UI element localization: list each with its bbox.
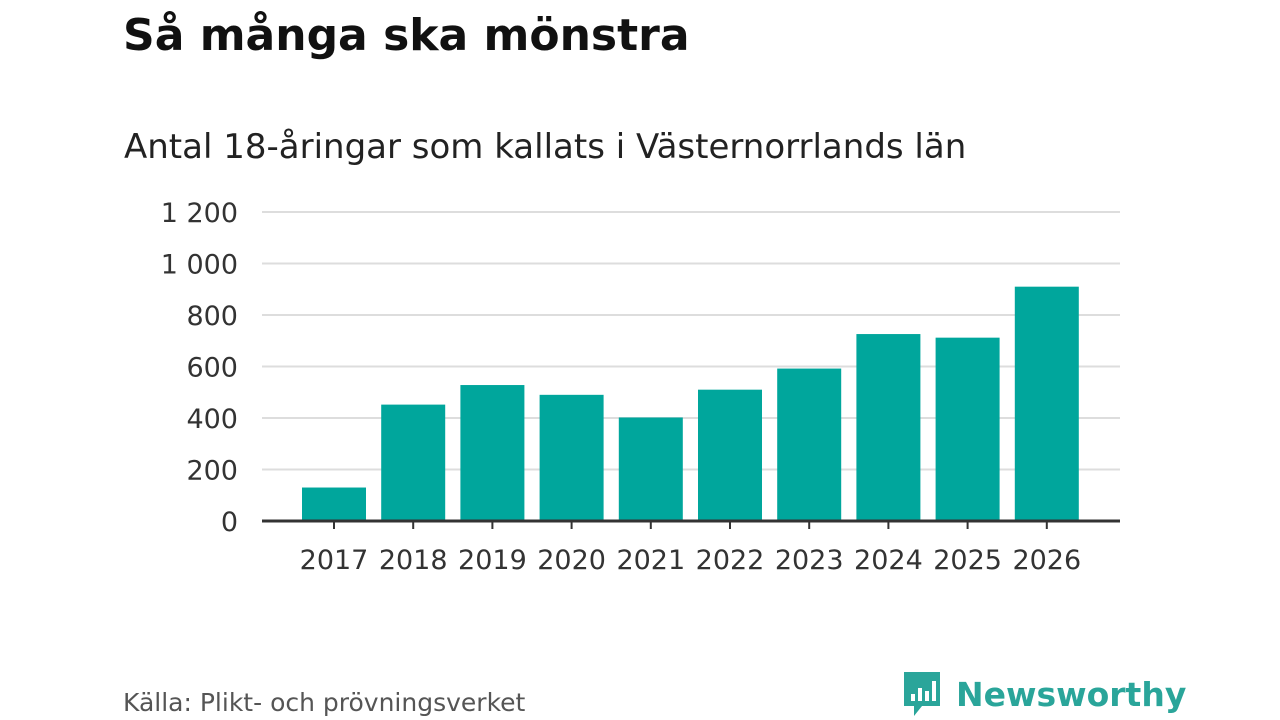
x-tick-label: 2018 <box>379 545 448 576</box>
x-tick-label: 2021 <box>616 545 685 576</box>
bar-2022 <box>698 389 762 521</box>
bar-2019 <box>460 385 525 521</box>
x-tick-label: 2017 <box>300 545 369 576</box>
bar-2025 <box>935 337 1000 521</box>
x-tick-label: 2019 <box>458 545 527 576</box>
y-tick-label: 800 <box>186 301 238 332</box>
x-tick-label: 2023 <box>775 545 844 576</box>
brand-name: Newsworthy <box>956 674 1187 714</box>
newsworthy-logo-icon <box>904 672 940 716</box>
y-tick-label: 1 000 <box>161 250 238 281</box>
bar-2018 <box>381 404 446 521</box>
bar-2021 <box>618 417 683 521</box>
chart-title: Så många ska mönstra <box>123 10 690 61</box>
x-tick-label: 2020 <box>537 545 606 576</box>
y-tick-label: 600 <box>186 353 238 384</box>
y-tick-label: 200 <box>186 456 238 487</box>
bar-2026 <box>1014 286 1079 521</box>
x-tick-label: 2026 <box>1012 545 1081 576</box>
y-tick-label: 400 <box>186 404 238 435</box>
bar-2017 <box>302 487 366 521</box>
bar-2020 <box>539 394 604 521</box>
x-tick-label: 2025 <box>933 545 1002 576</box>
source-note: Källa: Plikt- och prövningsverket <box>123 688 526 717</box>
bar-2023 <box>777 368 842 521</box>
y-tick-label: 0 <box>221 507 238 538</box>
bar-2024 <box>856 334 921 521</box>
x-tick-label: 2022 <box>696 545 765 576</box>
chart-subtitle: Antal 18-åringar som kallats i Västernor… <box>124 127 967 167</box>
bars <box>302 286 1079 521</box>
x-tick-labels: 2017 2018 2019 2020 2021 2022 2023 2024 2025 2026 <box>300 545 1082 576</box>
y-tick-labels: 0 200 400 600 800 1 000 1 200 <box>161 198 238 538</box>
x-axis <box>262 519 1120 529</box>
brand-logo[interactable]: Newsworthy <box>902 669 1186 719</box>
y-tick-label: 1 200 <box>161 198 238 229</box>
x-tick-label: 2024 <box>854 545 923 576</box>
